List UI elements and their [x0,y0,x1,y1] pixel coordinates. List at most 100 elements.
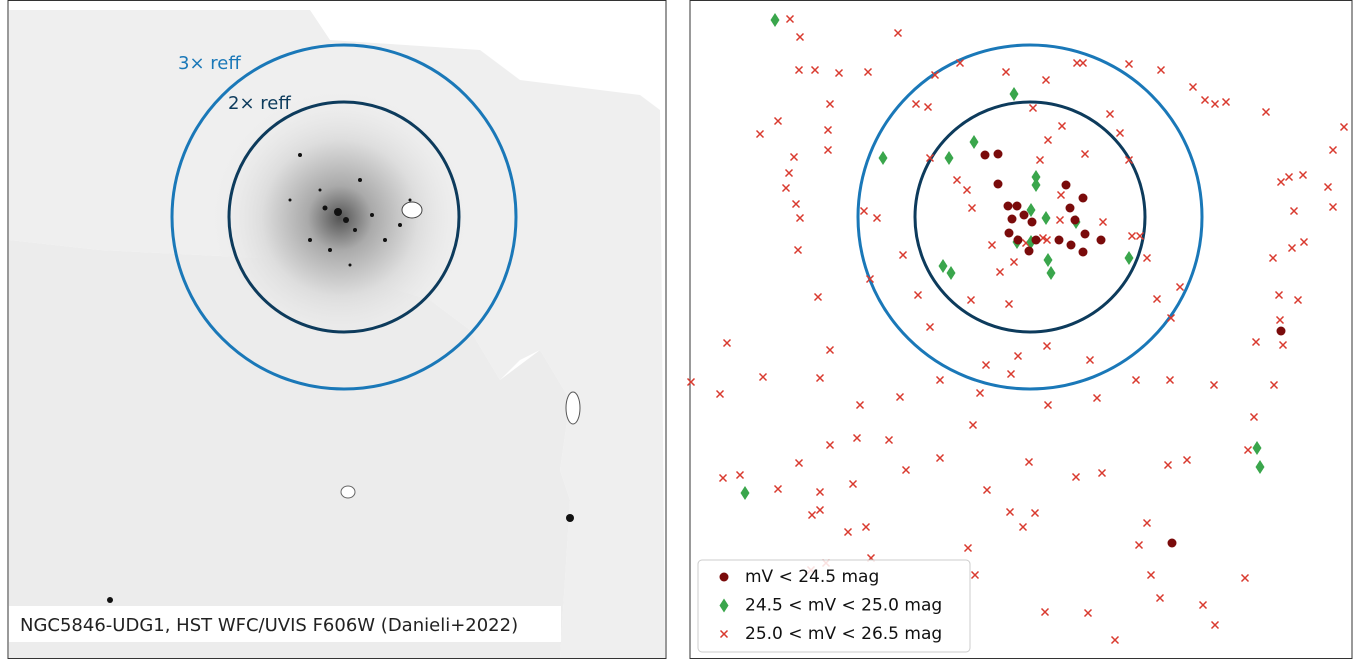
annotation: 3× reff [178,53,241,74]
legend-marker [719,629,729,639]
point [1080,229,1090,239]
point [1046,266,1056,280]
point [1027,217,1037,227]
point [1078,58,1088,68]
point [966,295,976,305]
point [1065,203,1075,213]
point [938,259,948,273]
point [1013,235,1023,245]
point [987,240,997,250]
point [1030,508,1040,518]
point [852,433,862,443]
point [1124,155,1134,165]
point [995,267,1005,277]
legend: mV < 24.5 mag 24.5 < mV < 25.0 mag 25.0 < … [697,559,971,653]
point [834,68,844,78]
point [1210,99,1220,109]
point [1043,400,1053,410]
point [975,388,985,398]
point [1131,375,1141,385]
point [1024,457,1034,467]
point [1061,180,1071,190]
point [1066,240,1076,250]
point [859,206,869,216]
point [815,505,825,515]
point [911,99,921,109]
point [1269,380,1279,390]
point [967,203,977,213]
point [1024,246,1034,256]
point [686,377,696,387]
legend-marker [719,572,729,582]
point [755,129,765,139]
point [855,400,865,410]
point [1072,58,1082,68]
point [1105,109,1115,119]
point [1026,203,1036,217]
point [795,213,805,223]
point [1071,472,1081,482]
point [878,151,888,165]
point [794,65,804,75]
point [1004,299,1014,309]
point [810,65,820,75]
point [1012,201,1022,211]
point [935,375,945,385]
point [893,28,903,38]
point [1323,182,1333,192]
point [1124,59,1134,69]
point [1083,608,1093,618]
legend-label: mV < 24.5 mag [745,567,879,587]
point [1182,455,1192,465]
point [1243,445,1253,455]
point [770,13,780,27]
point [1007,214,1017,224]
point [1115,128,1125,138]
point [1028,103,1038,113]
image-background [9,10,665,658]
point [843,527,853,537]
point [789,152,799,162]
point [807,510,817,520]
point [1210,620,1220,630]
point [1018,522,1028,532]
point [1287,243,1297,253]
point [1152,294,1162,304]
point [794,458,804,468]
point [1198,600,1208,610]
inner-circle [913,100,1147,334]
point [1013,351,1023,361]
point [773,116,783,126]
legend-marker [719,598,729,613]
point [1041,75,1051,85]
point [930,70,940,80]
point [1167,538,1177,548]
point [898,250,908,260]
point [952,175,962,185]
point [1110,635,1120,645]
point [715,389,725,399]
point [1080,149,1090,159]
point [722,338,732,348]
point [1275,315,1285,325]
point [982,485,992,495]
point [825,440,835,450]
point [1127,231,1137,241]
point [970,570,980,580]
point [993,149,1003,159]
point [1078,247,1088,257]
point [823,125,833,135]
point [1163,460,1173,470]
point [969,135,979,149]
point [1040,607,1050,617]
point [884,435,894,445]
point [1031,170,1041,184]
outer-circle [170,43,518,391]
caption-box [9,606,561,642]
point [981,360,991,370]
point [1085,355,1095,365]
point [1054,235,1064,245]
point [1293,295,1303,305]
outer-circle [856,43,1204,391]
